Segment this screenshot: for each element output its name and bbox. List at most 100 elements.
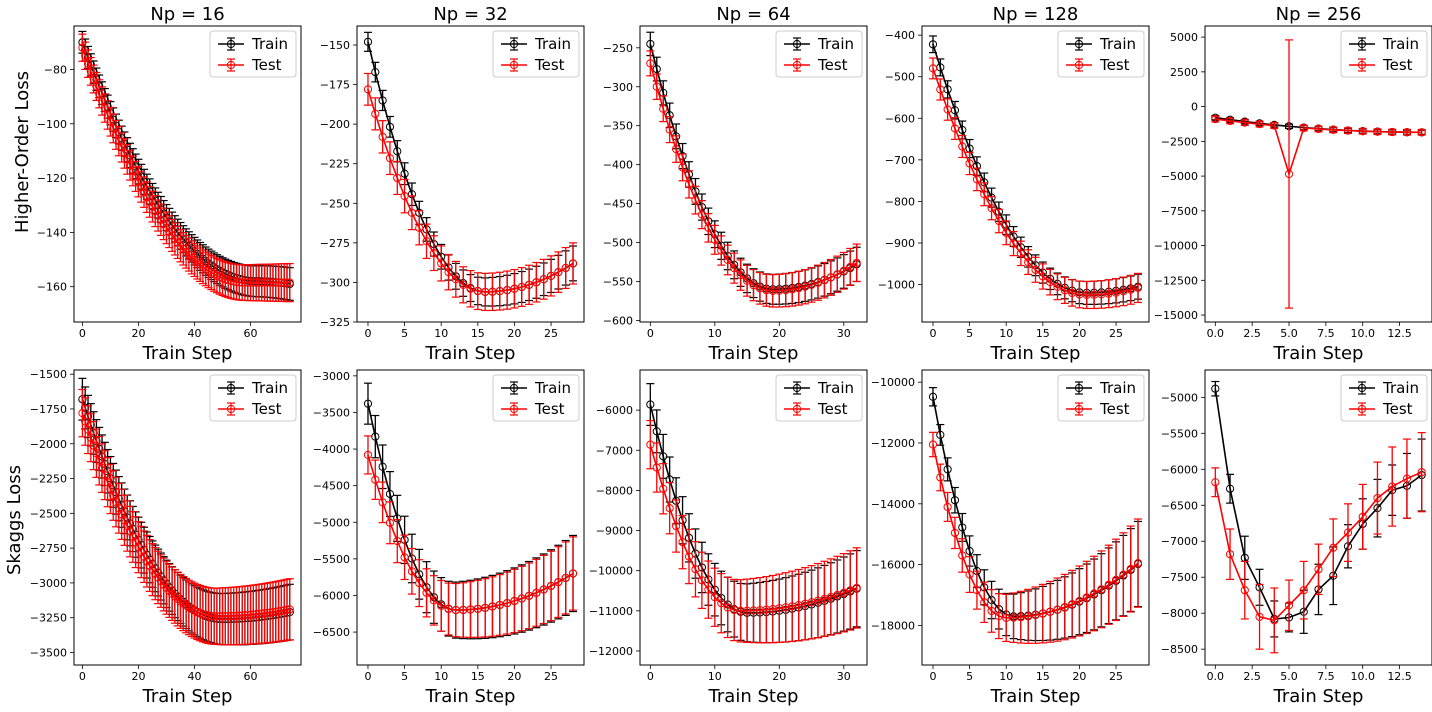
y-tick-label: −18000 xyxy=(871,619,915,632)
test-point xyxy=(697,210,707,219)
legend: Train Test xyxy=(1057,30,1145,78)
test-point xyxy=(1126,564,1135,574)
plot-frame xyxy=(356,25,585,323)
y-tick-label: −200 xyxy=(320,118,350,131)
y-tick-label: 5000 xyxy=(1170,31,1198,44)
train-point xyxy=(958,523,967,532)
test-point xyxy=(561,263,570,273)
train-point xyxy=(646,39,655,49)
test-point xyxy=(240,611,250,620)
test-point xyxy=(672,144,681,154)
y-tick-label: −1000 xyxy=(878,279,915,292)
test-point xyxy=(762,605,771,614)
test-point xyxy=(987,606,996,616)
test-point xyxy=(775,286,784,295)
train-point xyxy=(646,400,655,409)
train-point xyxy=(652,64,661,74)
x-axis-label: Train Step xyxy=(708,686,799,707)
test-point xyxy=(363,85,373,94)
legend-train-marker xyxy=(226,383,236,393)
legend: Train Test xyxy=(1057,374,1145,422)
plot-area xyxy=(78,30,294,303)
row-label-top: Higher-Order Loss xyxy=(12,71,33,233)
test-point xyxy=(1225,550,1235,559)
test-point xyxy=(846,262,855,272)
y-tick-label: −800 xyxy=(885,195,915,208)
test-point xyxy=(246,278,255,287)
test-point xyxy=(852,258,861,267)
legend-test-marker xyxy=(509,404,519,414)
y-tick-label: −600 xyxy=(885,112,915,125)
test-point xyxy=(106,117,115,126)
test-point xyxy=(965,159,974,168)
test-point xyxy=(92,449,101,458)
plot-area xyxy=(928,35,1143,310)
test-point xyxy=(1388,127,1397,137)
test-point xyxy=(92,82,101,91)
test-point xyxy=(1046,607,1055,616)
test-point xyxy=(928,440,938,449)
x-tick-label: 20 xyxy=(772,327,786,340)
test-point xyxy=(958,142,967,151)
panel-title: Np = 128 xyxy=(993,4,1079,25)
test-point xyxy=(235,278,244,287)
x-tick-label: 20 xyxy=(1072,327,1086,340)
x-tick-label: 25 xyxy=(1109,670,1123,683)
test-point xyxy=(1024,257,1033,267)
y-tick-label: −2000 xyxy=(30,438,67,451)
test-point xyxy=(280,606,289,615)
test-point xyxy=(260,278,269,287)
test-point xyxy=(139,188,149,197)
test-point xyxy=(89,74,98,84)
test-point xyxy=(212,612,222,621)
y-tick-label: −7000 xyxy=(596,444,633,457)
y-tick-label: −140 xyxy=(37,226,67,239)
test-point xyxy=(1373,493,1382,503)
x-tick-label: 10 xyxy=(999,670,1013,683)
legend-test-marker xyxy=(1357,404,1367,414)
legend-test-label: Test xyxy=(534,400,565,418)
series-test xyxy=(1211,431,1426,654)
test-point xyxy=(833,270,842,279)
test-point xyxy=(1255,612,1264,621)
test-line xyxy=(367,454,574,611)
test-point xyxy=(1314,124,1323,134)
panel-title: Np = 256 xyxy=(1276,4,1362,25)
test-line xyxy=(1215,118,1422,177)
x-tick-label: 2.5 xyxy=(1243,327,1261,340)
x-axis-label: Train Step xyxy=(142,343,233,364)
panel-ho16: Np = 16 0 20 40 60 −160 −140 −120 −100 −80 Train S… xyxy=(37,4,302,364)
legend-train-label: Train xyxy=(251,35,288,53)
test-point xyxy=(415,223,424,232)
test-point xyxy=(665,504,674,513)
y-tick-label: −4000 xyxy=(313,443,350,456)
panel-ho64: Np = 64 0 10 20 30 −600 −550 −500 −450 −400 −350 −3… xyxy=(603,4,868,364)
test-point xyxy=(221,612,230,621)
x-tick-label: 20 xyxy=(507,327,521,340)
y-tick-label: 0 xyxy=(1191,101,1198,114)
test-point xyxy=(794,284,803,293)
test-point xyxy=(238,611,247,620)
x-tick-label: 5.0 xyxy=(1280,670,1298,683)
plot-frame xyxy=(73,369,302,666)
x-tick-label: 7.5 xyxy=(1317,327,1335,340)
legend-test-marker xyxy=(226,404,236,414)
test-point xyxy=(972,175,982,184)
y-tick-label: −160 xyxy=(37,281,67,294)
test-point xyxy=(266,608,275,617)
x-tick-label: 0 xyxy=(79,327,86,340)
legend-test-marker xyxy=(792,404,802,414)
x-tick-label: 0 xyxy=(364,670,371,683)
y-tick-label: −6000 xyxy=(596,404,633,417)
test-point xyxy=(723,255,732,265)
y-tick-label: −11000 xyxy=(589,605,633,618)
test-point xyxy=(1388,482,1397,491)
x-tick-label: 60 xyxy=(244,327,258,340)
legend-train-label: Train xyxy=(251,379,288,397)
y-tick-label: −5500 xyxy=(313,553,350,566)
test-point xyxy=(517,594,526,603)
legend: Train Test xyxy=(209,30,297,78)
plot-area xyxy=(363,382,578,640)
test-point xyxy=(274,607,283,616)
train-point xyxy=(936,430,945,439)
